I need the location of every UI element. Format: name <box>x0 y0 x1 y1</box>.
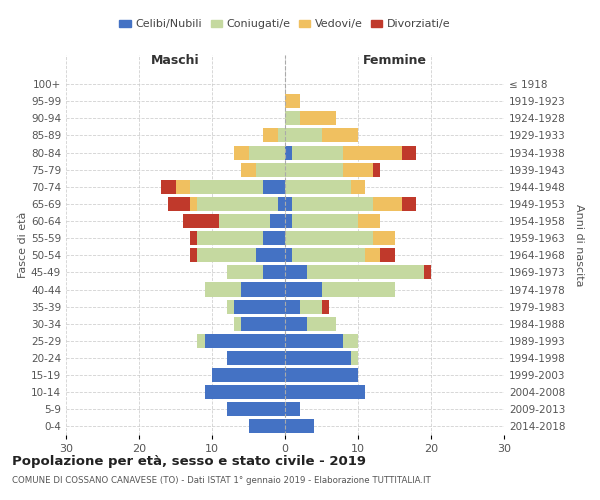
Bar <box>322 300 329 314</box>
Bar <box>402 146 416 160</box>
Text: Femmine: Femmine <box>362 54 427 68</box>
Bar <box>285 368 358 382</box>
Bar <box>292 214 358 228</box>
Bar <box>256 248 285 262</box>
Bar <box>205 385 285 399</box>
Bar <box>285 162 343 176</box>
Bar <box>278 197 285 211</box>
Bar <box>285 214 292 228</box>
Bar <box>241 316 285 331</box>
Bar <box>285 316 307 331</box>
Bar <box>168 197 190 211</box>
Y-axis label: Fasce di età: Fasce di età <box>18 212 28 278</box>
Bar <box>263 180 285 194</box>
Bar <box>380 248 395 262</box>
Text: Maschi: Maschi <box>151 54 200 68</box>
Bar <box>227 351 285 365</box>
Bar <box>227 300 234 314</box>
Text: COMUNE DI COSSANO CANAVESE (TO) - Dati ISTAT 1° gennaio 2019 - Elaborazione TUTT: COMUNE DI COSSANO CANAVESE (TO) - Dati I… <box>12 476 431 485</box>
Bar <box>205 334 285 348</box>
Bar <box>176 180 190 194</box>
Bar <box>161 180 176 194</box>
Bar <box>263 231 285 245</box>
Bar <box>299 300 322 314</box>
Bar <box>285 112 299 126</box>
Bar <box>285 146 292 160</box>
Bar <box>278 128 285 142</box>
Bar <box>285 266 307 280</box>
Bar <box>248 146 285 160</box>
Bar <box>307 316 336 331</box>
Bar <box>263 128 278 142</box>
Bar <box>190 248 197 262</box>
Bar <box>307 266 424 280</box>
Bar <box>285 94 299 108</box>
Bar <box>256 162 285 176</box>
Bar <box>227 402 285 416</box>
Bar <box>285 231 373 245</box>
Text: Popolazione per età, sesso e stato civile - 2019: Popolazione per età, sesso e stato civil… <box>12 455 366 468</box>
Bar <box>285 420 314 434</box>
Bar <box>373 231 395 245</box>
Bar <box>263 266 285 280</box>
Y-axis label: Anni di nascita: Anni di nascita <box>574 204 584 286</box>
Bar <box>373 162 380 176</box>
Bar <box>350 180 365 194</box>
Bar <box>197 197 278 211</box>
Bar <box>299 112 336 126</box>
Bar <box>220 214 271 228</box>
Bar <box>292 197 373 211</box>
Bar <box>285 402 299 416</box>
Bar <box>285 197 292 211</box>
Bar <box>350 351 358 365</box>
Bar <box>292 146 343 160</box>
Bar <box>285 385 365 399</box>
Bar <box>227 266 263 280</box>
Bar <box>197 248 256 262</box>
Bar <box>285 180 350 194</box>
Bar <box>190 197 197 211</box>
Legend: Celibi/Nubili, Coniugati/e, Vedovi/e, Divorziati/e: Celibi/Nubili, Coniugati/e, Vedovi/e, Di… <box>115 15 455 34</box>
Bar <box>241 162 256 176</box>
Bar <box>197 334 205 348</box>
Bar <box>234 146 248 160</box>
Bar <box>241 282 285 296</box>
Bar <box>292 248 365 262</box>
Bar <box>248 420 285 434</box>
Bar <box>183 214 220 228</box>
Bar <box>285 351 350 365</box>
Bar <box>197 231 263 245</box>
Bar <box>190 180 263 194</box>
Bar <box>234 316 241 331</box>
Bar <box>285 128 322 142</box>
Bar <box>402 197 416 211</box>
Bar <box>322 128 358 142</box>
Bar <box>343 162 373 176</box>
Bar <box>343 146 402 160</box>
Bar <box>322 282 395 296</box>
Bar <box>285 300 299 314</box>
Bar <box>271 214 285 228</box>
Bar <box>190 231 197 245</box>
Bar <box>358 214 380 228</box>
Bar <box>234 300 285 314</box>
Bar <box>343 334 358 348</box>
Bar <box>285 248 292 262</box>
Bar <box>365 248 380 262</box>
Bar <box>424 266 431 280</box>
Bar <box>373 197 402 211</box>
Bar <box>285 282 322 296</box>
Bar <box>205 282 241 296</box>
Bar <box>212 368 285 382</box>
Bar <box>285 334 343 348</box>
